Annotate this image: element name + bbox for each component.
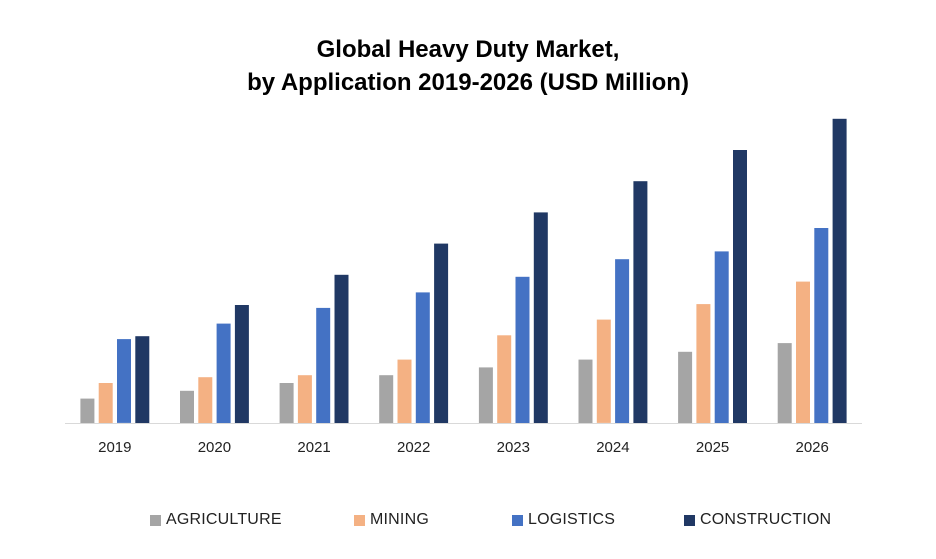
legend-item-logistics: LOGISTICS — [512, 509, 615, 531]
legend-item-construction: CONSTRUCTION — [684, 509, 831, 531]
bar-mining-2019 — [98, 383, 113, 423]
bar-logistics-2026 — [814, 228, 829, 423]
chart-legend: AGRICULTURE MINING LOGISTICS CONSTRUCTION — [0, 509, 936, 531]
bar-mining-2025 — [696, 304, 711, 423]
bar-agriculture-2021 — [279, 383, 294, 423]
legend-label: AGRICULTURE — [166, 511, 282, 528]
bar-mining-2022 — [397, 359, 412, 423]
bar-logistics-2023 — [515, 276, 530, 424]
legend-label: LOGISTICS — [528, 511, 616, 528]
bar-construction-2023 — [533, 212, 548, 423]
bar-logistics-2024 — [615, 259, 630, 423]
bar-agriculture-2022 — [379, 375, 394, 423]
x-tick-label: 2026 — [796, 439, 829, 456]
legend-label: CONSTRUCTION — [700, 511, 832, 528]
legend-item-mining: MINING — [354, 509, 429, 531]
chart-title: Global Heavy Duty Market, by Application… — [0, 33, 936, 99]
bar-mining-2024 — [596, 319, 611, 423]
x-tick-label: 2023 — [497, 439, 530, 456]
x-tick-label: 2025 — [696, 439, 729, 456]
bar-agriculture-2019 — [80, 398, 95, 423]
bar-logistics-2025 — [714, 251, 729, 423]
x-tick-label: 2022 — [397, 439, 430, 456]
chart-title-line-2: by Application 2019-2026 (USD Million) — [247, 69, 689, 96]
bar-construction-2025 — [733, 150, 747, 423]
bar-logistics-2022 — [415, 292, 430, 424]
bar-construction-2022 — [434, 243, 449, 423]
legend-label: MINING — [370, 511, 429, 528]
bar-agriculture-2023 — [478, 367, 493, 423]
bar-construction-2020 — [234, 305, 249, 423]
bar-mining-2023 — [497, 335, 512, 424]
bar-construction-2021 — [334, 274, 349, 423]
bar-construction-2019 — [135, 336, 150, 423]
bar-agriculture-2024 — [578, 359, 593, 423]
x-tick-label: 2019 — [98, 439, 131, 456]
x-tick-label: 2020 — [198, 439, 231, 456]
x-tick-label: 2021 — [297, 439, 330, 456]
bar-construction-2024 — [633, 181, 648, 423]
bar-construction-2026 — [832, 118, 847, 424]
legend-swatch — [354, 514, 365, 526]
bar-logistics-2020 — [216, 323, 231, 423]
legend-swatch — [512, 514, 523, 526]
bar-mining-2021 — [297, 375, 312, 423]
bar-agriculture-2026 — [777, 343, 792, 423]
legend-swatch — [150, 514, 161, 526]
bar-agriculture-2025 — [678, 351, 693, 423]
legend-item-agriculture: AGRICULTURE — [150, 509, 282, 531]
bar-mining-2026 — [796, 281, 810, 423]
legend-swatch — [684, 514, 695, 526]
bar-mining-2020 — [198, 377, 213, 423]
x-tick-label: 2024 — [596, 439, 629, 456]
bar-agriculture-2020 — [180, 390, 194, 423]
bar-logistics-2019 — [117, 339, 131, 423]
chart-title-line-1: Global Heavy Duty Market, — [316, 36, 620, 63]
bar-chart: 2019 2020 2021 2022 2023 2024 2025 2026 — [65, 118, 862, 456]
bar-logistics-2021 — [316, 307, 331, 423]
